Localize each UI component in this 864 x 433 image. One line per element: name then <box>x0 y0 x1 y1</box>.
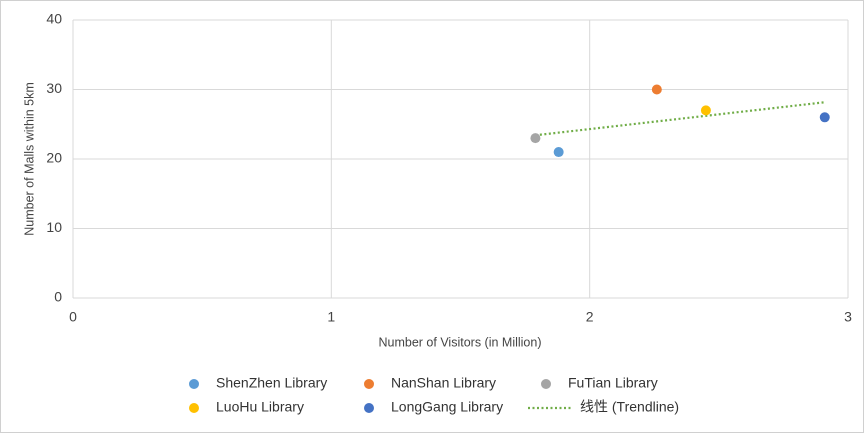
scatter-point <box>651 84 662 95</box>
x-tick-label: 0 <box>69 309 77 325</box>
legend-marker <box>364 379 374 389</box>
scatter-point <box>819 112 830 123</box>
y-tick-label: 30 <box>46 80 62 96</box>
legend-marker <box>364 403 374 413</box>
legend-label: NanShan Library <box>391 375 496 391</box>
trendline <box>535 101 825 137</box>
legend-label: 线性 (Trendline) <box>580 399 679 415</box>
legend-label: FuTian Library <box>568 375 658 391</box>
legend-label: LongGang Library <box>391 399 503 415</box>
x-tick-label: 3 <box>844 309 852 325</box>
x-axis-title: Number of Visitors (in Million) <box>378 335 541 349</box>
legend-marker <box>189 379 199 389</box>
legend-marker <box>541 379 551 389</box>
x-tick-label: 2 <box>586 309 594 325</box>
y-tick-label: 20 <box>46 150 62 166</box>
scatter-point <box>530 133 541 144</box>
y-tick-label: 10 <box>46 219 62 235</box>
legend-label: LuoHu Library <box>216 399 304 415</box>
scatter-point <box>700 105 711 116</box>
legend-marker <box>189 403 199 413</box>
y-tick-label: 40 <box>46 11 62 27</box>
scatter-point <box>553 147 564 158</box>
y-tick-label: 0 <box>54 289 62 305</box>
x-tick-label: 1 <box>327 309 335 325</box>
legend-label: ShenZhen Library <box>216 375 327 391</box>
y-axis-title: Number of Malls within 5km <box>22 82 36 236</box>
